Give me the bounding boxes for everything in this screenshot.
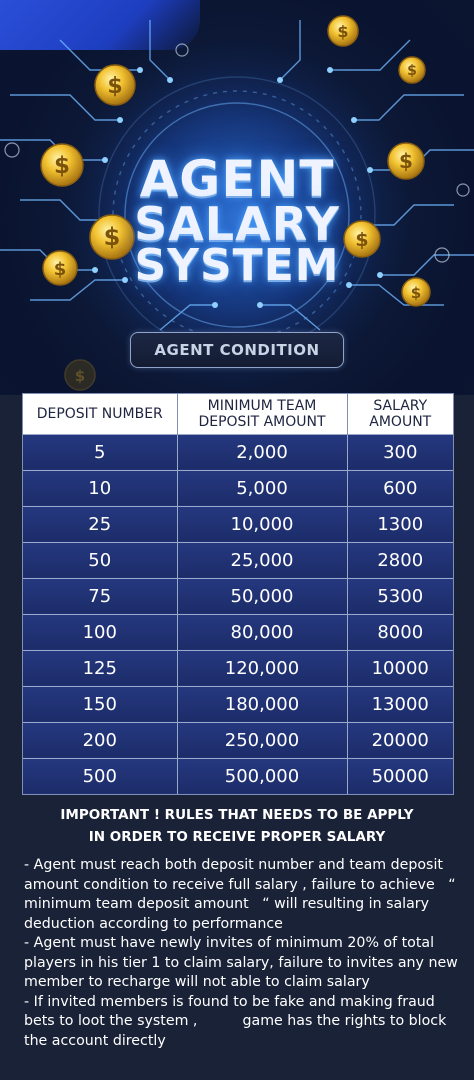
svg-text:$: $ xyxy=(399,149,413,173)
title-line-salary: SALARY xyxy=(134,197,340,251)
cell-deposit-number: 75 xyxy=(23,577,178,614)
cell-team-deposit: 80,000 xyxy=(177,613,348,650)
cell-salary: 13000 xyxy=(347,685,453,722)
cell-deposit-number: 200 xyxy=(23,721,178,758)
table-row: 100 80,000 8000 xyxy=(23,613,453,650)
header-min-team-deposit-text: MINIMUM TEAM DEPOSIT AMOUNT xyxy=(198,397,326,430)
cell-deposit-number: 10 xyxy=(23,469,178,506)
title-line-agent: AGENT xyxy=(139,150,335,208)
cell-salary: 10000 xyxy=(347,649,453,686)
svg-text:$: $ xyxy=(337,22,348,41)
cell-salary: 20000 xyxy=(347,721,453,758)
table-row: 200 250,000 20000 xyxy=(23,721,453,758)
salary-table: DEPOSIT NUMBER MINIMUM TEAM DEPOSIT AMOU… xyxy=(22,393,454,795)
cell-deposit-number: 150 xyxy=(23,685,178,722)
important-line-1: IMPORTANT ! RULES THAT NEEDS TO BE APPLY xyxy=(60,807,414,823)
header-salary-amount-text: SALARY AMOUNT xyxy=(369,397,432,430)
table-row: 150 180,000 13000 xyxy=(23,685,453,722)
header-deposit-number: DEPOSIT NUMBER xyxy=(23,394,178,434)
svg-text:$: $ xyxy=(411,284,421,302)
cell-salary: 50000 xyxy=(347,757,453,794)
cell-team-deposit: 120,000 xyxy=(177,649,348,686)
cell-deposit-number: 5 xyxy=(23,433,178,470)
table-header-row: DEPOSIT NUMBER MINIMUM TEAM DEPOSIT AMOU… xyxy=(23,394,453,434)
agent-condition-banner: AGENT CONDITION xyxy=(130,332,344,368)
cell-salary: 300 xyxy=(347,433,453,470)
rule-item: - If invited members is found to be fake… xyxy=(24,993,447,1049)
cell-deposit-number: 100 xyxy=(23,613,178,650)
cell-salary: 8000 xyxy=(347,613,453,650)
cell-team-deposit: 180,000 xyxy=(177,685,348,722)
table-row: 10 5,000 600 xyxy=(23,469,453,506)
table-row: 25 10,000 1300 xyxy=(23,505,453,542)
table-row: 50 25,000 2800 xyxy=(23,541,453,578)
cell-deposit-number: 50 xyxy=(23,541,178,578)
dollar-coin-icon: $ $ $ $ $ $ $ $ $ $ xyxy=(40,15,431,391)
svg-text:$: $ xyxy=(355,229,368,251)
table-row: 125 120,000 10000 xyxy=(23,649,453,686)
table-row: 5 2,000 300 xyxy=(23,433,453,470)
svg-text:$: $ xyxy=(104,223,121,251)
header-min-team-deposit: MINIMUM TEAM DEPOSIT AMOUNT xyxy=(177,394,348,434)
cell-team-deposit: 5,000 xyxy=(177,469,348,506)
rule-item: - Agent must reach both deposit number a… xyxy=(24,857,456,932)
cell-deposit-number: 25 xyxy=(23,505,178,542)
title-line-system: SYSTEM xyxy=(134,240,340,291)
hero-banner: $ $ $ $ $ $ $ $ $ $ AGENT SALARY SYSTEM … xyxy=(0,0,474,395)
cell-salary: 600 xyxy=(347,469,453,506)
svg-text:$: $ xyxy=(75,367,85,385)
cell-deposit-number: 500 xyxy=(23,757,178,794)
rules-list: - Agent must reach both deposit number a… xyxy=(24,856,464,1051)
cell-team-deposit: 50,000 xyxy=(177,577,348,614)
table-row: 500 500,000 50000 xyxy=(23,757,453,794)
important-line-2: IN ORDER TO RECEIVE PROPER SALARY xyxy=(88,829,386,845)
svg-text:$: $ xyxy=(54,153,70,179)
svg-text:$: $ xyxy=(107,74,122,99)
cell-team-deposit: 25,000 xyxy=(177,541,348,578)
circuit-lines-decoration: $ $ $ $ $ $ $ $ $ $ xyxy=(0,15,474,391)
header-salary-amount: SALARY AMOUNT xyxy=(347,394,453,434)
rule-item: - Agent must have newly invites of minim… xyxy=(24,935,458,990)
cell-salary: 2800 xyxy=(347,541,453,578)
cell-team-deposit: 2,000 xyxy=(177,433,348,470)
cell-salary: 1300 xyxy=(347,505,453,542)
cell-team-deposit: 500,000 xyxy=(177,757,348,794)
cell-deposit-number: 125 xyxy=(23,649,178,686)
cell-team-deposit: 10,000 xyxy=(177,505,348,542)
table-row: 75 50,000 5300 xyxy=(23,577,453,614)
top-strip-decoration xyxy=(0,0,200,50)
cell-salary: 5300 xyxy=(347,577,453,614)
important-notice: IMPORTANT ! RULES THAT NEEDS TO BE APPLY… xyxy=(0,804,474,848)
svg-text:$: $ xyxy=(407,63,417,79)
cell-team-deposit: 250,000 xyxy=(177,721,348,758)
svg-text:$: $ xyxy=(54,259,67,280)
